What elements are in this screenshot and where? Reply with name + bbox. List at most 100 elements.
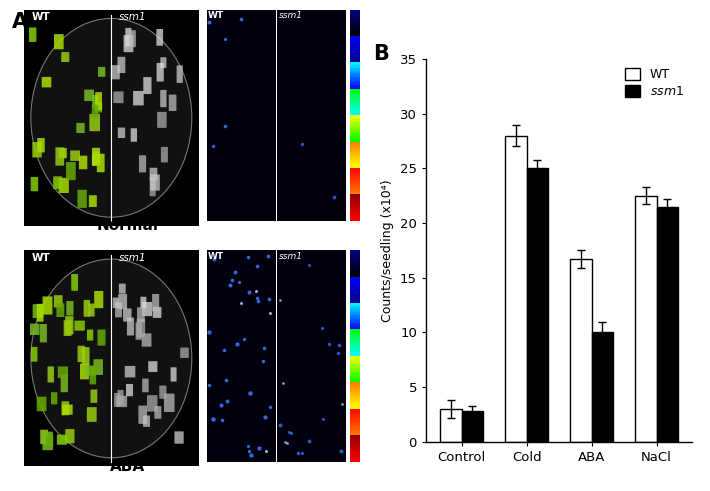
Bar <box>350 340 360 341</box>
Text: ssm1: ssm1 <box>119 12 147 22</box>
Text: WT: WT <box>32 12 50 22</box>
Bar <box>350 136 360 138</box>
Bar <box>350 261 360 262</box>
Bar <box>350 459 360 460</box>
FancyBboxPatch shape <box>58 366 68 378</box>
Bar <box>350 279 360 281</box>
Bar <box>350 145 360 147</box>
FancyBboxPatch shape <box>76 123 84 133</box>
Bar <box>350 273 360 274</box>
FancyBboxPatch shape <box>89 114 100 131</box>
Bar <box>350 69 360 71</box>
Bar <box>350 451 360 452</box>
Bar <box>462 411 483 442</box>
Text: WT: WT <box>208 11 224 20</box>
Bar <box>350 287 360 289</box>
Bar <box>350 324 360 326</box>
Bar <box>350 90 360 92</box>
Bar <box>570 259 591 442</box>
Bar <box>350 309 360 311</box>
Bar <box>350 431 360 433</box>
Bar <box>350 185 360 187</box>
Bar <box>350 383 360 385</box>
Bar <box>350 52 360 54</box>
FancyBboxPatch shape <box>94 291 103 308</box>
Bar <box>350 68 360 69</box>
Bar <box>350 65 360 67</box>
Bar <box>350 82 360 84</box>
FancyBboxPatch shape <box>70 150 80 161</box>
Bar <box>350 20 360 22</box>
Bar <box>350 39 360 40</box>
Bar <box>350 365 360 366</box>
FancyBboxPatch shape <box>87 407 97 422</box>
FancyBboxPatch shape <box>84 366 94 376</box>
Bar <box>350 414 360 415</box>
Bar <box>350 11 360 12</box>
FancyBboxPatch shape <box>157 63 164 82</box>
Bar <box>350 205 360 206</box>
Bar <box>350 378 360 380</box>
FancyBboxPatch shape <box>139 155 146 172</box>
Bar <box>350 415 360 417</box>
Bar <box>350 177 360 179</box>
Bar <box>350 364 360 365</box>
FancyBboxPatch shape <box>137 307 145 322</box>
Bar <box>350 398 360 400</box>
FancyBboxPatch shape <box>150 174 160 191</box>
Bar <box>350 263 360 265</box>
Text: ssm1: ssm1 <box>278 11 302 20</box>
Bar <box>350 201 360 202</box>
FancyBboxPatch shape <box>30 324 40 335</box>
Bar <box>591 332 613 442</box>
Bar <box>350 274 360 275</box>
Bar <box>278 10 346 221</box>
Bar <box>350 123 360 125</box>
FancyBboxPatch shape <box>142 333 151 347</box>
Bar <box>350 395 360 397</box>
Bar <box>350 58 360 60</box>
Bar <box>350 353 360 355</box>
Bar <box>350 460 360 462</box>
Bar <box>350 195 360 197</box>
FancyBboxPatch shape <box>75 321 85 330</box>
Bar <box>350 283 360 285</box>
Bar <box>350 303 360 304</box>
Bar <box>350 164 360 165</box>
FancyBboxPatch shape <box>169 95 176 111</box>
Bar <box>350 149 360 151</box>
Bar <box>350 57 360 58</box>
Bar <box>350 422 360 423</box>
Bar <box>350 194 360 196</box>
Bar <box>350 83 360 85</box>
Bar <box>350 288 360 290</box>
Bar <box>350 191 360 193</box>
FancyBboxPatch shape <box>84 89 94 101</box>
Bar <box>350 77 360 79</box>
Bar <box>350 270 360 272</box>
FancyBboxPatch shape <box>37 304 43 322</box>
Legend: WT, $ssm1$: WT, $ssm1$ <box>622 65 686 101</box>
Bar <box>350 74 360 76</box>
Text: B: B <box>373 44 388 64</box>
FancyBboxPatch shape <box>66 301 74 316</box>
Bar <box>350 137 360 139</box>
Bar <box>350 40 360 42</box>
Bar <box>350 139 360 140</box>
FancyBboxPatch shape <box>77 190 87 208</box>
Bar <box>350 328 360 329</box>
Bar <box>24 10 199 226</box>
FancyBboxPatch shape <box>156 29 163 46</box>
FancyBboxPatch shape <box>82 347 89 365</box>
Bar <box>350 206 360 208</box>
Bar <box>350 109 360 110</box>
Bar <box>350 449 360 451</box>
Bar <box>350 434 360 435</box>
Bar <box>350 369 360 371</box>
Bar <box>350 12 360 14</box>
Bar <box>350 61 360 63</box>
Bar <box>350 114 360 115</box>
FancyBboxPatch shape <box>177 65 182 83</box>
Bar <box>350 343 360 344</box>
Bar <box>350 115 360 117</box>
